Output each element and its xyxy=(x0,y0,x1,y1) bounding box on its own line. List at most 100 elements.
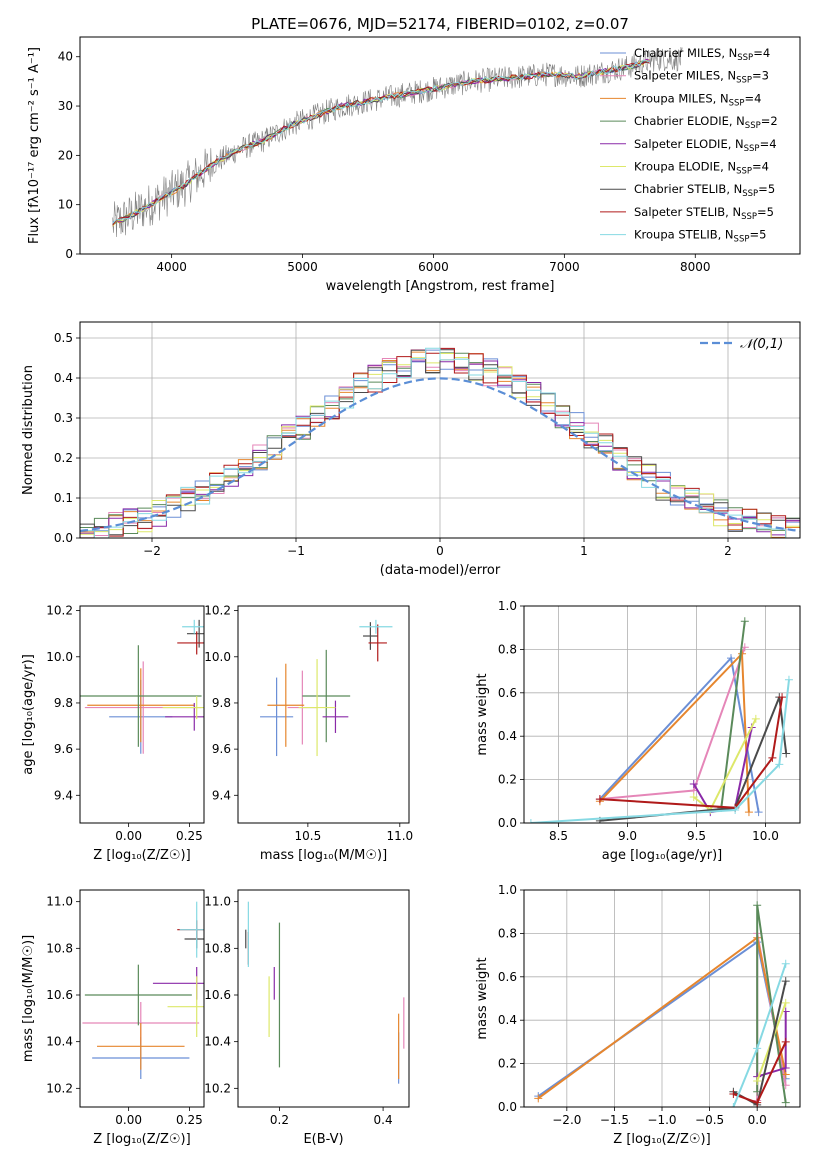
weight-marker xyxy=(727,654,735,663)
y-tick-label: 0.2 xyxy=(498,1057,517,1071)
weight-marker xyxy=(778,693,787,702)
y-tick-label: 0.8 xyxy=(498,642,517,656)
y-tick-label: 10.2 xyxy=(46,604,73,618)
y-axis-label: mass [log₁₀(M/M☉)] xyxy=(21,935,36,1062)
legend-nssp-value: 3 xyxy=(762,69,769,83)
y-tick-label: 0.4 xyxy=(498,729,517,743)
y-tick-label: 10.4 xyxy=(204,1035,231,1049)
weight-marker xyxy=(729,1089,738,1098)
errorbar-point xyxy=(298,659,336,757)
errorbar-point xyxy=(182,619,204,634)
y-tick-label: 0.4 xyxy=(498,1013,517,1027)
weight-line-7 xyxy=(599,696,784,809)
x-tick-label: 9.0 xyxy=(618,829,637,843)
legend-nssp-prefix: , N xyxy=(728,137,744,151)
legend-nssp-prefix: , N xyxy=(720,160,736,174)
y-tick-label: 0.0 xyxy=(498,816,517,830)
legend-nssp-sub: SSP xyxy=(736,76,752,86)
weight-line-2 xyxy=(599,651,750,813)
legend-nssp-eq: = xyxy=(744,91,754,105)
y-tick-label: 9.6 xyxy=(212,742,231,756)
figure-title: PLATE=0676, MJD=52174, FIBERID=0102, z=0… xyxy=(251,15,629,33)
y-axis-label: age [log₁₀(age/yr)] xyxy=(21,654,36,775)
y-axis-label: mass weight xyxy=(475,673,490,755)
weight-marker xyxy=(751,714,760,723)
x-tick-label: 1 xyxy=(580,544,588,558)
legend-nssp-value: 4 xyxy=(754,91,761,105)
y-axis-label: Flux [fλ10⁻¹⁷ erg cm⁻² s⁻¹ A⁻¹] xyxy=(27,47,42,244)
legend-nssp-prefix: , N xyxy=(713,91,729,105)
legend-model-name: Chabrier STELIB xyxy=(634,182,726,196)
legend-nssp-eq: = xyxy=(761,114,771,128)
y-tick-label: 0.0 xyxy=(54,531,73,545)
x-tick-label: 8.5 xyxy=(549,829,568,843)
legend-label: Salpeter STELIB, NSSP=5 xyxy=(634,205,774,222)
legend-nssp-prefix: , N xyxy=(718,228,734,242)
plot-frame xyxy=(237,889,410,1108)
y-tick-label: 0.4 xyxy=(54,371,73,385)
legend-label: Salpeter ELODIE, NSSP=4 xyxy=(634,137,777,154)
x-tick-label: −2.0 xyxy=(552,1113,581,1127)
x-tick-label: 5000 xyxy=(287,260,318,274)
errorbar-point xyxy=(87,668,195,743)
x-tick-label: −1.5 xyxy=(600,1113,629,1127)
x-tick-label: 11.0 xyxy=(386,829,413,843)
y-tick-label: 0.2 xyxy=(498,773,517,787)
weight-marker xyxy=(781,959,790,968)
legend-nssp-eq: = xyxy=(752,160,762,174)
weight-marker xyxy=(689,792,698,801)
y-tick-label: 0.6 xyxy=(498,686,517,700)
legend-nssp-sub: SSP xyxy=(734,235,750,245)
legend-nssp-sub: SSP xyxy=(742,189,758,199)
x-axis-label: Z [log₁₀(Z/Z☉)] xyxy=(93,1132,190,1147)
errorbar-point xyxy=(359,619,393,634)
legend-nssp-sub: SSP xyxy=(744,144,760,154)
x-axis-label: wavelength [Angstrom, rest frame] xyxy=(326,279,555,294)
x-tick-label: 8000 xyxy=(680,260,711,274)
legend-nssp-eq: = xyxy=(752,69,762,83)
y-tick-label: 30 xyxy=(58,99,73,113)
errorbars-mass-vs-ebv xyxy=(245,901,405,1084)
model-spectrum-6 xyxy=(112,60,650,225)
errorbar-point xyxy=(368,624,387,662)
errorbar-point xyxy=(302,649,351,743)
legend-nssp-sub: SSP xyxy=(741,212,757,222)
y-axis-label: mass weight xyxy=(475,957,490,1039)
legend-nssp-sub: SSP xyxy=(729,98,745,108)
x-tick-label: 9.5 xyxy=(687,829,706,843)
plot-frame xyxy=(79,605,205,824)
errorbar-point xyxy=(179,901,204,958)
weight-marker xyxy=(744,808,753,817)
x-tick-label: −2 xyxy=(143,544,161,558)
y-tick-label: 11.0 xyxy=(204,895,231,909)
model-spectrum-0 xyxy=(112,60,650,223)
weight-marker xyxy=(753,1098,762,1107)
legend-label: Kroupa ELODIE, NSSP=4 xyxy=(634,160,769,177)
legend-nssp-sub: SSP xyxy=(737,53,753,63)
model-spectrum-8 xyxy=(112,59,650,224)
x-axis-label: Z [log₁₀(Z/Z☉)] xyxy=(613,1132,710,1147)
legend-nssp-eq: = xyxy=(753,46,763,60)
legend-label: Chabrier STELIB, NSSP=5 xyxy=(634,182,775,199)
weight-marker xyxy=(689,779,698,788)
legend-nssp-sub: SSP xyxy=(736,167,752,177)
gaussian-curve xyxy=(80,377,800,533)
legend-model-name: Kroupa ELODIE xyxy=(634,160,720,174)
model-spectrum-5 xyxy=(112,59,650,227)
legend-model-name: Salpeter ELODIE xyxy=(634,137,728,151)
weight-marker xyxy=(753,901,762,910)
y-tick-label: 10 xyxy=(58,198,73,212)
x-tick-label: 0.0 xyxy=(748,1113,767,1127)
x-tick-label: 0.00 xyxy=(115,1113,142,1127)
axes-age-vs-Z: 0.00 0.25 9.4 9.6 9.8 10.0 10.2 Z [log₁₀(Z/Z☉)]… xyxy=(21,604,205,863)
x-tick-label: 10.0 xyxy=(752,829,779,843)
plot-frame xyxy=(79,321,801,539)
legend-nssp-prefix: , N xyxy=(729,114,745,128)
legend-model-name: Chabrier ELODIE xyxy=(634,114,729,128)
plot-frame xyxy=(79,36,801,255)
x-tick-label: −0.5 xyxy=(695,1113,724,1127)
legend-nssp-value: 5 xyxy=(767,205,774,219)
legend-label: Kroupa STELIB, NSSP=5 xyxy=(634,228,766,245)
legend-nssp-eq: = xyxy=(757,205,767,219)
model-spectrum-4 xyxy=(112,58,650,227)
